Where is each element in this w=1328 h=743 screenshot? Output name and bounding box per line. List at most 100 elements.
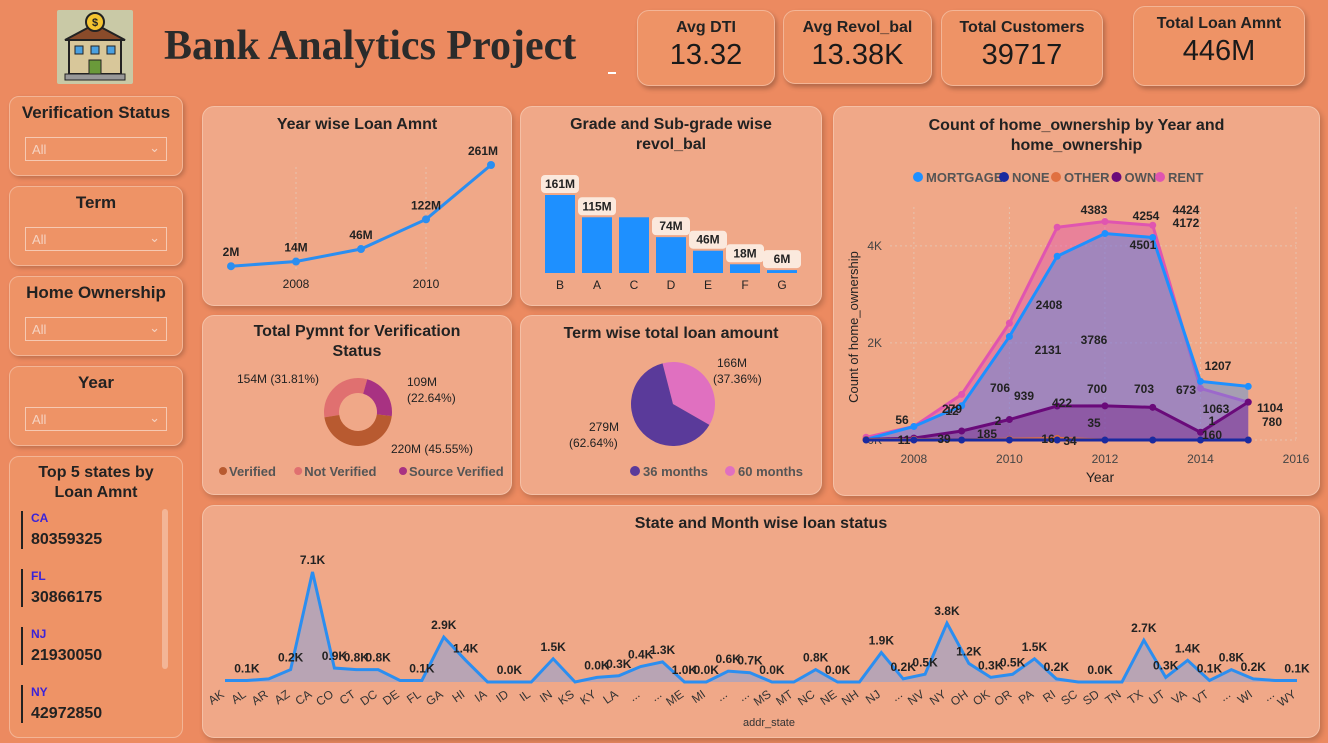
data-point <box>1053 223 1061 231</box>
chart-title: Grade and Sub-grade wise revol_bal <box>570 116 772 153</box>
verification-status-dropdown[interactable]: All ⌄ <box>25 137 167 161</box>
data-label: 279M <box>589 420 619 434</box>
home-ownership-dropdown[interactable]: All ⌄ <box>25 317 167 341</box>
tick-label: ... <box>1217 687 1233 704</box>
tick-label: A <box>593 278 601 292</box>
tick-label: NY <box>927 687 949 708</box>
data-label: 3.8K <box>934 604 960 618</box>
chart-title: Term wise total loan amount <box>563 325 779 342</box>
data-label: (62.64%) <box>569 436 618 450</box>
bar <box>656 237 686 273</box>
data-point <box>1101 436 1109 444</box>
list-item: FL 30866175 <box>21 569 131 607</box>
dropdown-value: All <box>32 232 47 247</box>
bar <box>693 250 723 273</box>
legend-label: 60 months <box>738 464 803 479</box>
data-point <box>1005 436 1013 444</box>
data-point <box>1244 382 1252 390</box>
list-item: CA 80359325 <box>21 511 131 549</box>
data-label: 0.0K <box>497 663 523 677</box>
year-dropdown[interactable]: All ⌄ <box>25 407 167 431</box>
data-label: 0.5K <box>912 655 938 669</box>
legend-marker <box>913 172 923 182</box>
data-label-box <box>726 244 764 263</box>
data-point <box>1053 252 1061 260</box>
data-label: 0.1K <box>1284 661 1310 675</box>
kpi-label: Total Customers <box>959 19 1085 36</box>
data-label: 122M <box>411 198 441 212</box>
data-point <box>1149 233 1157 241</box>
tick-label: WI <box>1235 687 1255 707</box>
bar <box>767 270 797 273</box>
legend-marker <box>399 467 407 475</box>
tick-label: PA <box>1016 687 1036 707</box>
slicer-term: Term All ⌄ <box>9 186 183 266</box>
data-point <box>958 402 966 410</box>
legend-label: Verified <box>229 464 276 479</box>
tick-label: MS <box>751 687 774 709</box>
data-label: 4424 <box>1173 203 1200 217</box>
data-label-box <box>652 217 690 236</box>
data-label: 0.8K <box>803 651 829 665</box>
data-label: 0.8K <box>1219 651 1245 665</box>
data-label: 185 <box>977 427 997 441</box>
tick-label: OK <box>970 687 992 708</box>
slicer-label: Year <box>78 373 114 392</box>
data-point <box>1101 402 1109 410</box>
legend-label: OWN <box>1125 170 1157 185</box>
tick-label: ... <box>648 687 664 704</box>
data-label: (37.36%) <box>713 372 762 386</box>
tick-label: ID <box>493 687 511 706</box>
state-code: FL <box>31 569 46 583</box>
data-label: 703 <box>1134 382 1154 396</box>
tick-label: RI <box>1040 687 1058 705</box>
tick-label: AL <box>229 687 249 707</box>
data-label: 3786 <box>1081 333 1108 347</box>
svg-text:$: $ <box>92 17 98 29</box>
scrollbar[interactable] <box>162 509 168 669</box>
chart-title: State and Month wise loan status <box>634 515 888 532</box>
page-title: Bank Analytics Project <box>164 23 577 69</box>
legend-label: NONE <box>1012 170 1050 185</box>
legend-label: Not Verified <box>304 464 376 479</box>
data-label: 74M <box>659 219 682 233</box>
data-label: 1063 <box>1203 402 1230 416</box>
data-label: 422 <box>1052 396 1072 410</box>
kpi-card-avg-revol-bal: Avg Revol_bal 13.38K <box>783 10 932 84</box>
top5-states-card: Top 5 states by Loan Amnt CA 80359325 FL 3… <box>9 456 183 738</box>
data-label: 1.9K <box>869 634 895 648</box>
tick-label: WY <box>1275 687 1299 710</box>
state-value: 80359325 <box>31 531 103 548</box>
dropdown-value: All <box>32 412 47 427</box>
chevron-down-icon: ⌄ <box>149 320 160 335</box>
data-label: 46M <box>696 233 719 247</box>
tick-label: KS <box>556 687 577 708</box>
pie-slice <box>662 362 715 425</box>
term-dropdown[interactable]: All ⌄ <box>25 227 167 251</box>
data-label: 0.2K <box>278 651 304 665</box>
data-point <box>1149 221 1157 229</box>
tick-label: 2010 <box>996 452 1023 466</box>
donut-slice <box>324 378 368 418</box>
panel-home-ownership: Count of home_ownership by Year and home… <box>833 106 1320 496</box>
kpi-value: 446M <box>1182 35 1256 67</box>
data-label: 0.0K <box>694 663 720 677</box>
tick-label: ME <box>663 687 686 709</box>
tick-label: NH <box>839 687 861 708</box>
data-label-box <box>689 230 727 249</box>
tick-label: 4K <box>867 239 882 253</box>
legend-marker <box>1111 172 1122 182</box>
state-value: 21930050 <box>31 647 103 664</box>
tick-label: E <box>704 278 712 292</box>
tick-label: G <box>777 278 786 292</box>
slicer-year: Year All ⌄ <box>9 366 183 446</box>
slicer-verification-status: Verification Status All ⌄ <box>9 96 183 176</box>
tick-label: CO <box>313 687 336 709</box>
data-point <box>910 436 918 444</box>
data-label: 4254 <box>1133 209 1160 223</box>
data-label: 0.0K <box>825 663 851 677</box>
data-label: 0.0K <box>1087 663 1113 677</box>
data-label: 673 <box>1176 383 1196 397</box>
data-point <box>1196 384 1204 392</box>
data-point <box>1196 377 1204 385</box>
